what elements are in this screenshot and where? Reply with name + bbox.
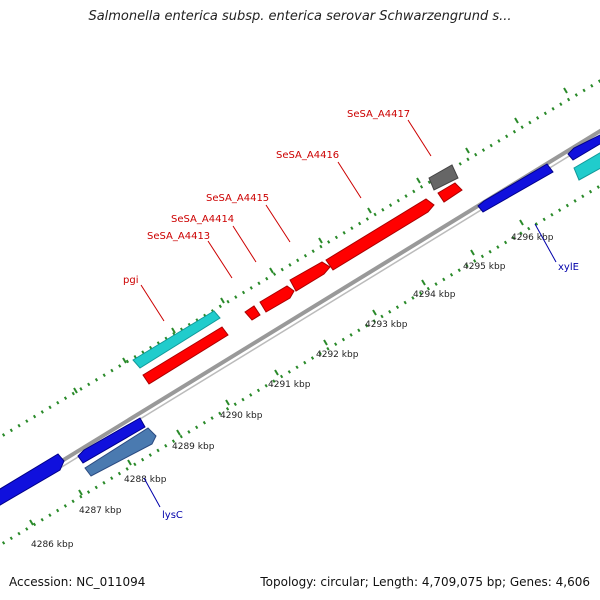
outer-major-ticks: [73, 87, 568, 394]
gene-sesa-a4417-red[interactable]: [437, 182, 463, 203]
inner-major-ticks: [29, 219, 524, 526]
inner-tick-ring: [0, 184, 600, 547]
tick-label-4290: 4290 kbp: [220, 411, 263, 421]
gene-xylE[interactable]: [477, 163, 554, 213]
label-leaders: [140, 119, 557, 508]
gene-label-sesa-a4413: SeSA_A4413: [147, 231, 210, 242]
gene-label-sesa-a4416: SeSA_A4416: [276, 150, 339, 161]
gene-label-sesa-a4417: SeSA_A4417: [347, 109, 410, 120]
tick-label-4286: 4286 kbp: [31, 540, 74, 550]
tick-label-4292: 4292 kbp: [316, 350, 359, 360]
gene-blue-left[interactable]: [0, 453, 65, 508]
gene-blue-mid[interactable]: [77, 417, 146, 464]
tick-label-4289: 4289 kbp: [172, 442, 215, 452]
gene-label-lysC: lysC: [162, 510, 183, 521]
gene-sesa-a4416[interactable]: [325, 198, 435, 271]
tick-label-4287: 4287 kbp: [79, 506, 122, 516]
gene-sesa-a4413[interactable]: [244, 305, 261, 321]
tick-label-4291: 4291 kbp: [268, 380, 311, 390]
gene-cyan-right[interactable]: [573, 147, 600, 181]
tick-label-4293: 4293 kbp: [365, 320, 408, 330]
gene-pgi-cyan[interactable]: [132, 310, 221, 369]
gene-label-pgi: pgi: [123, 275, 138, 286]
gene-lysC[interactable]: [84, 427, 157, 477]
topology-text: Topology: circular; Length: 4,709,075 bp…: [260, 575, 590, 589]
outer-tick-ring: [0, 79, 600, 439]
tick-label-4294: 4294 kbp: [413, 290, 456, 300]
gene-label-sesa-a4415: SeSA_A4415: [206, 193, 269, 204]
gene-sesa-a4415[interactable]: [289, 261, 331, 292]
gene-blue-right[interactable]: [567, 130, 600, 161]
gene-label-sesa-a4414: SeSA_A4414: [171, 214, 234, 225]
tick-label-4296: 4296 kbp: [511, 233, 554, 243]
gene-sesa-a4414[interactable]: [259, 285, 295, 313]
gene-pgi-red[interactable]: [142, 326, 229, 385]
map-title: Salmonella enterica subsp. enterica sero…: [88, 9, 512, 24]
accession-text: Accession: NC_011094: [9, 575, 146, 589]
tick-label-4295: 4295 kbp: [463, 262, 506, 272]
gene-label-xylE: xylE: [558, 262, 579, 273]
gene-sesa-a4417-gray[interactable]: [428, 164, 459, 191]
